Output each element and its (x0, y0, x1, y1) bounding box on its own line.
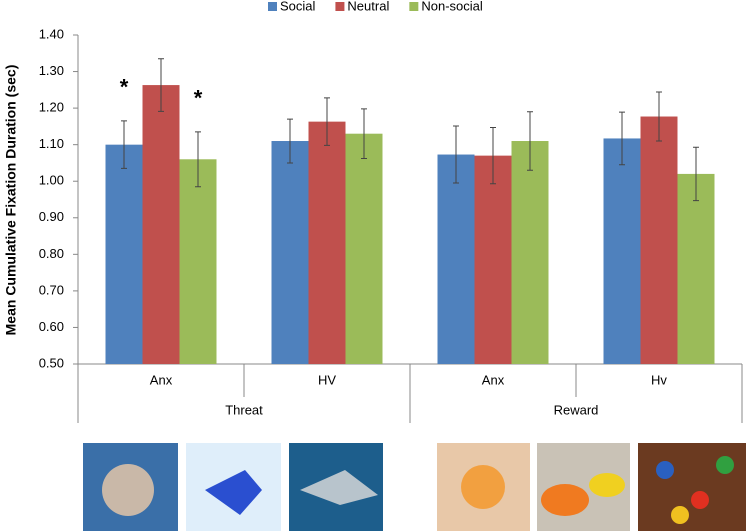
bar (603, 138, 641, 364)
bar (308, 121, 346, 365)
image-scoop-shape (205, 470, 262, 515)
image-candy (638, 443, 746, 531)
error-bar (453, 125, 459, 184)
bar (271, 141, 309, 364)
bar (511, 141, 549, 364)
y-tick-label: 0.50 (39, 355, 64, 370)
x-tick-label: Anx (482, 372, 505, 387)
bar (474, 155, 512, 364)
error-bar (324, 97, 330, 146)
error-bar (527, 111, 533, 171)
images (83, 443, 746, 531)
group-label: Reward (554, 402, 599, 417)
legend-label: Neutral (347, 0, 389, 13)
y-tick-label: 0.60 (39, 319, 64, 334)
image-face (102, 464, 154, 516)
error-bar (121, 120, 127, 169)
bar (677, 173, 715, 364)
annotation: * (194, 86, 203, 111)
annotation: * (120, 75, 129, 100)
error-bar (619, 111, 625, 166)
image-bowl-2 (589, 473, 625, 497)
error-bar (195, 131, 201, 188)
x-tick-label: Anx (150, 372, 173, 387)
x-tick-label: HV (318, 372, 336, 387)
y-tick-label: 1.00 (39, 173, 64, 188)
bar (142, 85, 180, 364)
y-tick-label: 1.20 (39, 100, 64, 115)
image-candy-dot (656, 461, 674, 479)
y-tick-label: 1.30 (39, 63, 64, 78)
error-bar (158, 58, 164, 112)
error-bar (490, 126, 496, 185)
image-candy-dot (691, 491, 709, 509)
error-bar (287, 118, 293, 164)
image-kids-shape (461, 465, 505, 509)
bar (345, 133, 383, 364)
legend-swatch (409, 2, 419, 11)
legend-label: Non-social (421, 0, 483, 13)
bar (640, 116, 678, 364)
error-bar (693, 146, 699, 202)
y-tick-label: 0.80 (39, 246, 64, 261)
y-axis-label: Mean Cumulative Fixation Duration (sec) (3, 65, 19, 336)
bar (179, 159, 217, 364)
y-tick-label: 1.40 (39, 26, 64, 41)
legend-label: Social (280, 0, 316, 13)
y-tick-label: 1.10 (39, 136, 64, 151)
image-candy-dot (671, 506, 689, 524)
image-shark-shape (300, 470, 378, 505)
error-bar (361, 108, 367, 160)
legend-swatch (335, 2, 345, 11)
group-label: Threat (225, 402, 263, 417)
error-bar (656, 91, 662, 142)
image-candy-dot (716, 456, 734, 474)
x-tick-label: Hv (651, 372, 667, 387)
image-bowl-1 (541, 484, 589, 516)
legend-swatch (268, 2, 277, 11)
bar (437, 154, 475, 364)
bar (105, 144, 143, 364)
y-tick-label: 0.70 (39, 282, 64, 297)
y-tick-label: 0.90 (39, 209, 64, 224)
